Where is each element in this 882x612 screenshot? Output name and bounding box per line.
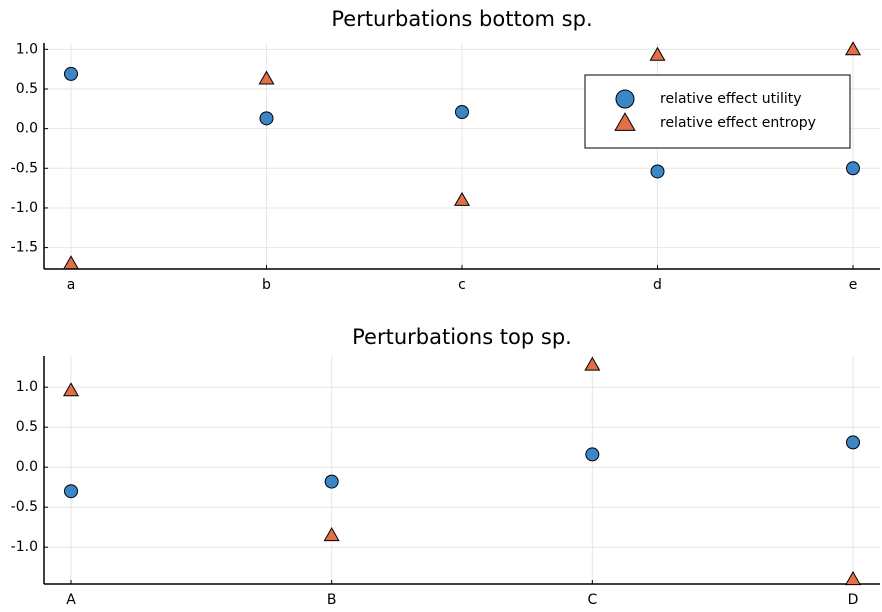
circle-marker [259,111,274,126]
triangle-marker [62,382,80,397]
triangle-marker [614,112,636,131]
y-tick-label: -1.5 [11,240,38,256]
x-tick-label: e [849,277,858,293]
triangle-marker [844,571,862,586]
circle-marker [324,474,339,489]
triangle-marker [453,191,471,206]
x-tick-label: b [262,277,271,293]
circle-marker [846,161,860,176]
circle-marker [846,435,860,450]
y-tick-label: -1.0 [11,539,38,555]
chart-title: Perturbations bottom sp. [331,7,592,31]
chart-title: Perturbations top sp. [352,325,572,349]
legend-box [584,74,851,149]
y-tick-label: 1.0 [16,379,38,395]
y-tick-label: -1.0 [11,200,38,216]
x-tick-label: A [66,592,76,608]
triangle-marker [323,527,340,542]
y-tick-label: 0.0 [16,121,38,137]
y-tick-label: -0.5 [11,499,38,515]
triangle-marker [584,356,601,371]
y-tick-label: 1.0 [16,41,38,57]
x-tick-label: C [587,592,597,608]
x-tick-label: B [327,592,337,608]
triangle-marker [649,46,666,61]
circle-marker [585,447,600,462]
x-tick-label: a [67,277,76,293]
circle-marker [650,164,665,179]
y-tick-label: 0.0 [16,459,38,475]
x-tick-label: d [653,277,662,293]
circle-marker [615,89,635,109]
circle-marker [64,484,78,499]
circle-marker [64,66,78,81]
x-tick-label: c [458,277,466,293]
y-tick-label: 0.5 [16,419,38,435]
y-tick-label: 0.5 [16,81,38,97]
triangle-marker [62,255,80,270]
y-tick-label: -0.5 [11,160,38,176]
x-tick-label: D [848,592,859,608]
triangle-marker [844,41,862,56]
legend-label: relative effect entropy [660,115,816,131]
legend-label: relative effect utility [660,91,802,107]
triangle-marker [258,70,275,85]
circle-marker [455,104,469,119]
